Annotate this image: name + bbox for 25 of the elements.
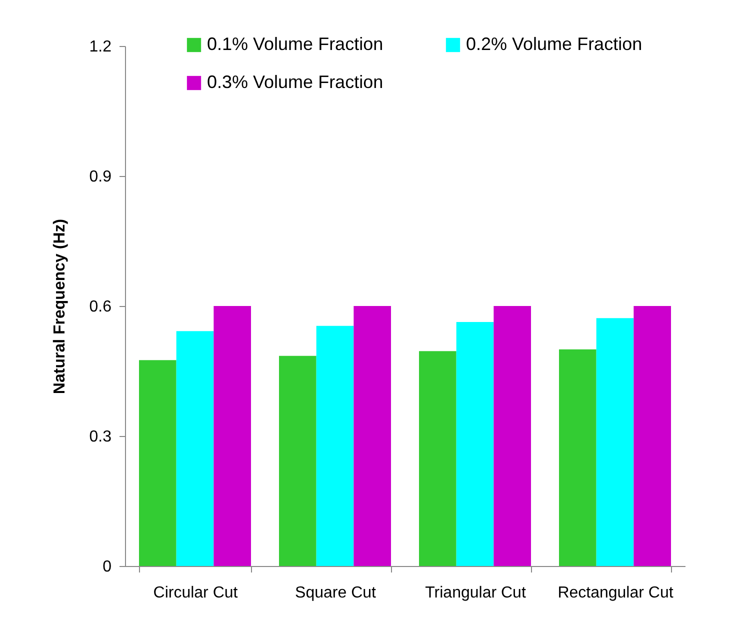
y-tick-label: 1.2 bbox=[89, 38, 112, 56]
legend-label: 0.3% Volume Fraction bbox=[207, 72, 384, 92]
bar bbox=[279, 356, 316, 566]
bar bbox=[316, 326, 354, 566]
bar bbox=[456, 322, 494, 566]
x-tick-label: Rectangular Cut bbox=[558, 584, 674, 602]
legend-label: 0.1% Volume Fraction bbox=[207, 34, 384, 54]
bar bbox=[354, 306, 391, 566]
bar bbox=[419, 351, 456, 566]
bar bbox=[596, 318, 634, 566]
y-tick-label: 0.3 bbox=[89, 428, 112, 446]
y-tick-label: 0.9 bbox=[89, 168, 112, 186]
x-tick-label: Triangular Cut bbox=[425, 584, 526, 602]
x-tick-label: Square Cut bbox=[295, 584, 377, 602]
y-axis-title: Natural Frequency (Hz) bbox=[51, 218, 68, 394]
x-tick-label: Circular Cut bbox=[153, 584, 238, 602]
bar bbox=[494, 306, 531, 566]
bar bbox=[176, 331, 214, 566]
y-tick-label: 0 bbox=[102, 558, 112, 576]
bar bbox=[559, 349, 596, 566]
bar bbox=[214, 306, 251, 566]
y-tick-label: 0.6 bbox=[89, 298, 112, 316]
legend-label: 0.2% Volume Fraction bbox=[466, 34, 642, 54]
bar bbox=[634, 306, 671, 566]
bar bbox=[139, 360, 176, 566]
